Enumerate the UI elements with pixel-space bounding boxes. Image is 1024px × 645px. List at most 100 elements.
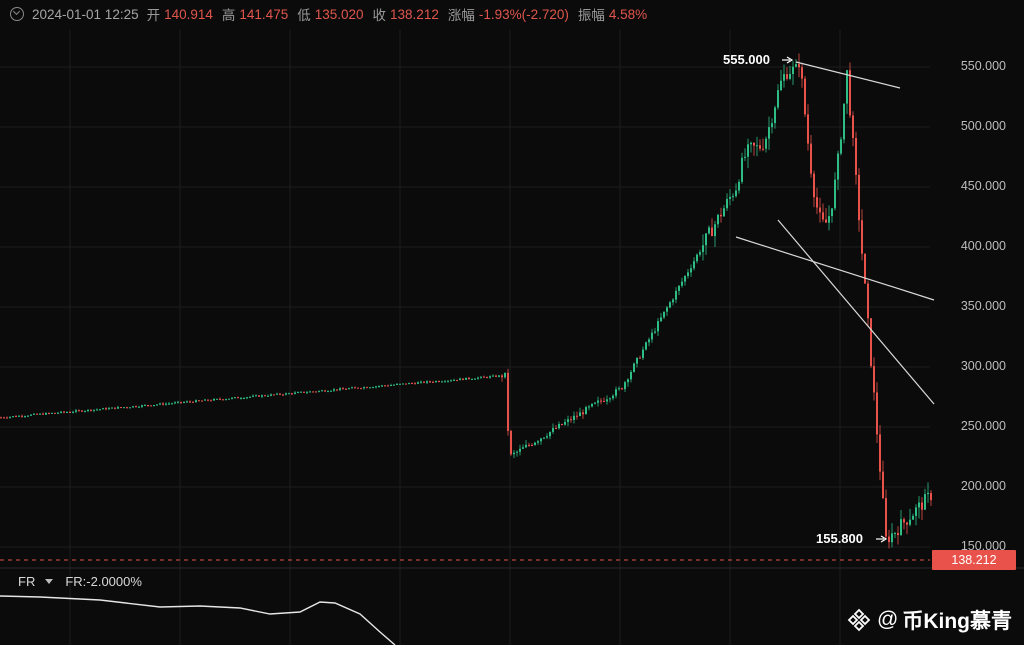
candle-body (483, 376, 485, 378)
candle-body (615, 389, 617, 396)
candle-body (597, 400, 599, 403)
candle-body (465, 377, 467, 380)
indicator-name[interactable]: FR (18, 573, 36, 589)
candle-body (96, 409, 98, 411)
candle-body (114, 407, 116, 409)
candle-body (558, 424, 560, 429)
trendline-upper (795, 61, 901, 89)
candle-body (780, 80, 782, 91)
candle-body (117, 407, 119, 409)
candle-body (183, 402, 185, 404)
candle-body (261, 395, 263, 397)
candle-body (498, 375, 500, 377)
candle-body (300, 391, 302, 393)
candle-body (93, 409, 95, 411)
candle-body (795, 64, 797, 67)
candle-body (180, 401, 182, 403)
annotation-arrows (782, 56, 888, 543)
candle-body (66, 411, 68, 413)
candle-body (141, 405, 143, 407)
candle-body (570, 419, 572, 421)
candle-body (228, 398, 230, 400)
candle-body (336, 389, 338, 391)
trendlines-layer (735, 61, 935, 405)
open-label: 开 (146, 8, 161, 23)
candle-body (750, 142, 752, 145)
candle-body (789, 73, 791, 79)
candle-body (705, 233, 707, 246)
candle-body (507, 372, 509, 431)
candle-body (726, 198, 728, 209)
candle-body (561, 424, 563, 426)
candle-body (828, 216, 830, 223)
candle-body (363, 387, 365, 389)
candle-body (381, 385, 383, 387)
candle-body (612, 395, 614, 399)
candle-body (144, 405, 146, 407)
candle-body (852, 115, 854, 138)
candle-body (765, 138, 767, 149)
candle-body (675, 290, 677, 300)
candle-body (315, 391, 317, 393)
candle-body (243, 398, 245, 400)
candle-body (3, 417, 5, 419)
candle-body (333, 389, 335, 391)
candle-body (246, 397, 248, 399)
candle-body (351, 387, 353, 389)
candle-body (567, 419, 569, 422)
y-tick-label: 150.000 (960, 539, 1006, 553)
candle-body (270, 394, 272, 396)
candle-body (210, 400, 212, 402)
candle-body (312, 391, 314, 393)
candle-body (309, 391, 311, 393)
candle-body (288, 393, 290, 395)
candle-body (348, 388, 350, 390)
candle-body (777, 90, 779, 108)
candle-body (783, 74, 785, 81)
candle-body (636, 357, 638, 364)
candle-body (588, 406, 590, 408)
candle-body (432, 381, 434, 383)
candle-body (51, 412, 53, 414)
y-tick-label: 200.000 (960, 479, 1006, 493)
candle-body (576, 415, 578, 417)
candle-body (249, 396, 251, 398)
y-tick-label: 300.000 (960, 359, 1006, 373)
candle-body (330, 390, 332, 392)
watermark-at: @ (877, 608, 899, 631)
candle-body (552, 428, 554, 432)
candle-body (282, 394, 284, 396)
candle-body (276, 393, 278, 395)
candle-body (462, 378, 464, 380)
candle-body (297, 392, 299, 394)
candle-body (123, 407, 125, 409)
candle-body (666, 307, 668, 312)
candle-body (18, 415, 20, 417)
indicator-value: FR:-2.0000% (65, 573, 142, 589)
candle-body (573, 415, 575, 421)
candle-body (285, 393, 287, 395)
candle-body (876, 392, 878, 435)
candle-body (201, 400, 203, 402)
candle-body (495, 375, 497, 377)
candle-body (774, 107, 776, 124)
high-value: 141.475 (239, 6, 289, 22)
candle-body (294, 392, 296, 394)
candle-body (747, 144, 749, 157)
binance-logo-icon (847, 608, 871, 632)
candle-body (99, 409, 101, 411)
candle-body (171, 403, 173, 405)
candle-body (273, 394, 275, 396)
candle-body (651, 332, 653, 340)
candle-body (594, 402, 596, 404)
eye-icon[interactable] (10, 7, 24, 21)
candle-body (891, 533, 893, 543)
open-value: 140.914 (164, 6, 213, 22)
candle-body (234, 397, 236, 399)
candle-body (813, 173, 815, 198)
candle-body (696, 254, 698, 262)
candle-body (459, 378, 461, 381)
candle-body (684, 276, 686, 282)
chevron-down-icon[interactable] (45, 578, 54, 584)
